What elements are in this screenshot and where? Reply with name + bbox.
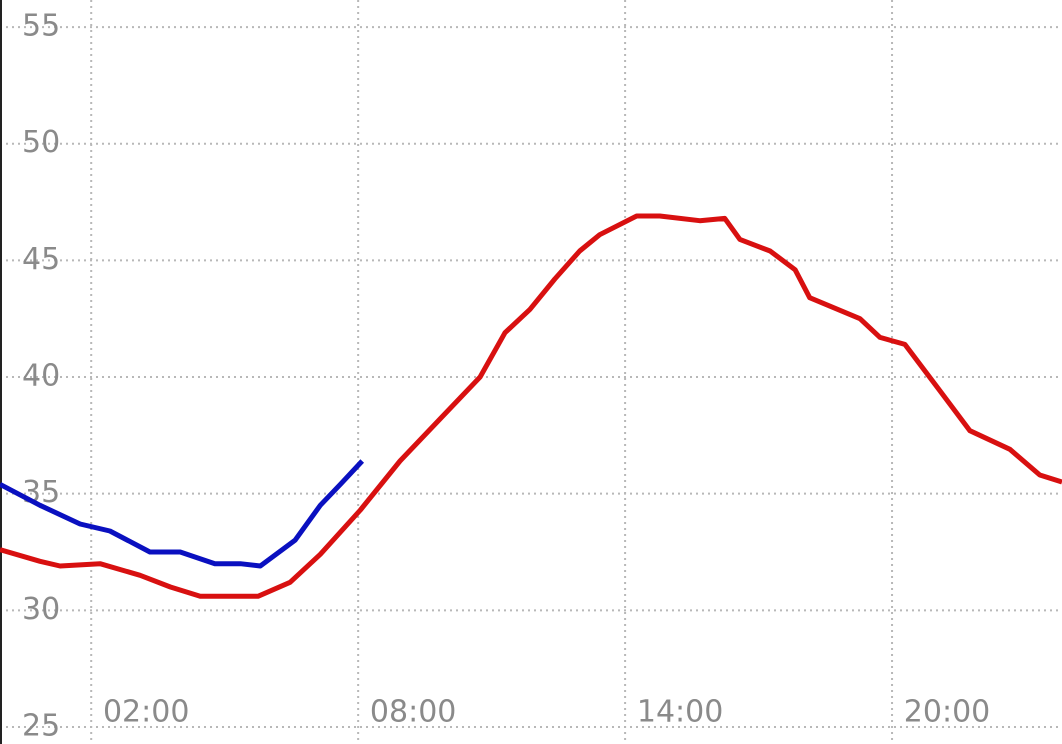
series-line [0, 213, 1062, 599]
x-tick-label: 20:00 [904, 695, 990, 730]
x-tick-label: 08:00 [370, 695, 456, 730]
y-tick-label: 30 [22, 592, 60, 627]
y-tick-label: 55 [22, 9, 60, 44]
y-tick-label: 40 [22, 359, 60, 394]
series-line [0, 459, 365, 569]
y-tick-label: 45 [22, 242, 60, 277]
x-tick-label: 02:00 [103, 695, 189, 730]
y-tick-label: 25 [22, 708, 60, 743]
y-tick-label: 50 [22, 125, 60, 160]
x-tick-label: 14:00 [637, 695, 723, 730]
